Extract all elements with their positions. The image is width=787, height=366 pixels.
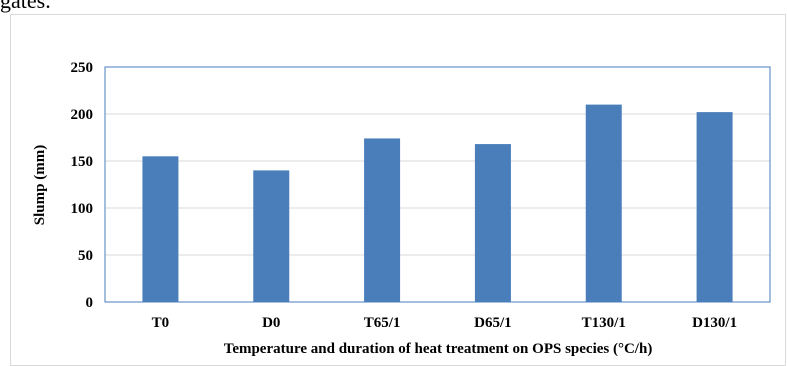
bar-series	[142, 104, 733, 303]
x-tick-label-t65-1: T65/1	[364, 315, 401, 331]
y-axis-tick-labels: 0 50 100 150 200 250	[71, 60, 94, 311]
y-tick-label-200: 200	[71, 107, 94, 123]
x-tick-label-t130-1: T130/1	[582, 315, 626, 331]
x-tick-label-t0: T0	[152, 315, 170, 331]
x-tick-label-d65-1: D65/1	[474, 315, 512, 331]
x-axis-title: Temperature and duration of heat treatme…	[224, 341, 653, 357]
bar-d0	[253, 170, 290, 302]
x-tick-label-d0: D0	[262, 315, 280, 331]
y-tick-label-50: 50	[78, 248, 93, 264]
bar-d130-1	[696, 112, 733, 303]
y-tick-label-150: 150	[71, 154, 94, 170]
page-top-text-fragment: gates.	[0, 0, 51, 13]
plot-area-border	[104, 66, 771, 303]
bar-t130-1	[585, 104, 622, 302]
bar-t65-1	[364, 138, 401, 302]
bar-d65-1	[474, 144, 511, 302]
y-axis-title: Slump (mm)	[32, 145, 48, 225]
y-tick-label-250: 250	[71, 60, 94, 76]
bar-t0	[142, 156, 179, 302]
y-tick-label-100: 100	[71, 201, 94, 217]
x-tick-label-d130-1: D130/1	[692, 315, 737, 331]
x-axis-tick-labels: T0 D0 T65/1 D65/1 T130/1 D130/1	[152, 315, 737, 331]
gridlines	[105, 113, 770, 256]
y-tick-label-0: 0	[86, 295, 94, 311]
